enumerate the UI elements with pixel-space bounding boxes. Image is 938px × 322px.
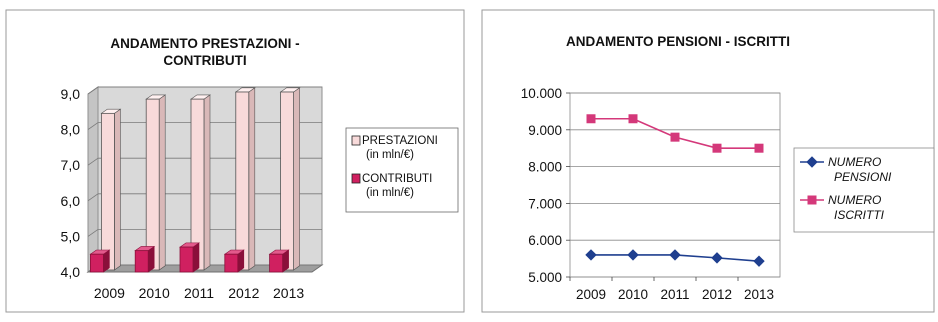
- text-line: ANDAMENTO PENSIONI - ISCRITTI: [566, 34, 790, 49]
- legend-label-line: (in mln/€): [366, 149, 414, 161]
- plot-frame: [569, 92, 781, 278]
- legend-box: [345, 127, 459, 213]
- bar: [179, 246, 194, 273]
- bar: [235, 91, 250, 271]
- bar: [134, 250, 149, 273]
- x-tick-label: 2009: [576, 287, 606, 302]
- bar-side: [203, 94, 211, 271]
- x-tick-label: 2009: [94, 285, 125, 301]
- y-tick-label: 9.000: [528, 123, 562, 138]
- gridline: [87, 157, 99, 166]
- legend-label-line: PENSIONI: [834, 170, 892, 184]
- y-tick-label: 8.000: [528, 160, 562, 175]
- bar: [145, 98, 160, 271]
- x-tick-label: 2012: [228, 285, 259, 301]
- bar-side: [293, 87, 300, 271]
- gridline: [87, 86, 99, 95]
- y-tick-label: 8,0: [61, 122, 81, 138]
- marker-diamond: [585, 249, 597, 261]
- marker-square: [628, 114, 638, 124]
- gridline: [87, 122, 99, 130]
- legend-label-line: CONTRIBUTI: [362, 173, 432, 185]
- chart-title: ANDAMENTO PRESTAZIONI - CONTRIBUTI: [110, 36, 299, 68]
- gridline: [87, 193, 99, 202]
- y-tick-label: 5,0: [61, 228, 81, 244]
- x-tick-label: 2011: [660, 287, 689, 302]
- legend-label-line: NUMERO: [828, 193, 881, 207]
- x-tick-label: 2010: [139, 285, 170, 301]
- marker-square: [807, 195, 817, 205]
- legend-label-line: NUMERO: [828, 155, 881, 169]
- y-tick-label: 5.000: [528, 270, 562, 285]
- x-tick-label: 2013: [273, 285, 304, 301]
- marker-diamond: [669, 249, 681, 261]
- plot-area: 4,0 5,0 6,0 7,0 8,0 9,0 2009 2010 2011 2012 2013: [61, 86, 324, 301]
- marker-square: [712, 143, 722, 153]
- marker-diamond: [753, 255, 765, 267]
- legend-label-line: (in mln/€): [366, 187, 414, 199]
- y-tick-label: 4,0: [61, 264, 81, 280]
- bar-side: [114, 108, 121, 271]
- pensioni-iscritti-chart: ANDAMENTO PENSIONI - ISCRITTI 5.000 6.000…: [481, 9, 935, 313]
- marker-square: [754, 143, 764, 153]
- marker-diamond: [711, 252, 723, 264]
- legend-label: CONTRIBUTI (in mln/€): [362, 173, 432, 199]
- legend-swatch: [351, 173, 361, 184]
- y-tick-label: 9,0: [61, 86, 81, 102]
- bar: [90, 253, 104, 273]
- marker-square: [670, 132, 680, 142]
- bar: [269, 253, 284, 273]
- bar: [190, 98, 205, 271]
- y-tick-label: 7.000: [528, 196, 562, 211]
- bar: [224, 253, 239, 273]
- prestazioni-contributi-chart: ANDAMENTO PRESTAZIONI - CONTRIBUTI 4,0 5,0…: [5, 9, 465, 313]
- side-wall: [87, 86, 99, 273]
- legend-label: PRESTAZIONI (in mln/€): [362, 135, 438, 161]
- marker-diamond: [806, 156, 818, 168]
- bar: [280, 91, 295, 271]
- x-tick-label: 2013: [744, 287, 774, 302]
- legend-label: NUMERO PENSIONI: [828, 155, 892, 184]
- legend-swatch: [351, 135, 361, 146]
- bar-side: [248, 87, 256, 271]
- bar-side: [192, 242, 200, 273]
- chart-title: ANDAMENTO PENSIONI - ISCRITTI: [566, 34, 790, 49]
- x-tick-label: 2011: [184, 285, 214, 301]
- y-tick-label: 6,0: [61, 193, 81, 209]
- bar: [101, 112, 115, 271]
- legend-label-line: ISCRITTI: [834, 208, 885, 222]
- y-tick-label: 7,0: [61, 157, 81, 173]
- legend-label-line: PRESTAZIONI: [362, 135, 438, 147]
- x-tick-label: 2012: [702, 287, 732, 302]
- y-tick-label: 10.000: [521, 86, 562, 101]
- marker-diamond: [627, 249, 639, 261]
- gridline: [87, 229, 99, 237]
- legend-label: NUMERO ISCRITTI: [828, 193, 885, 222]
- x-tick-label: 2010: [618, 287, 648, 302]
- plot-area: 5.000 6.000 7.000 8.000 9.000 10.000 2009 2010 2…: [521, 86, 781, 302]
- legend: PRESTAZIONI (in mln/€) CONTRIBUTI (in mln/€…: [345, 127, 459, 213]
- bar-side: [158, 94, 166, 271]
- marker-square: [586, 114, 596, 124]
- text-line: CONTRIBUTI: [163, 53, 246, 68]
- y-tick-label: 6.000: [528, 233, 562, 248]
- text-line: ANDAMENTO PRESTAZIONI -: [110, 36, 299, 51]
